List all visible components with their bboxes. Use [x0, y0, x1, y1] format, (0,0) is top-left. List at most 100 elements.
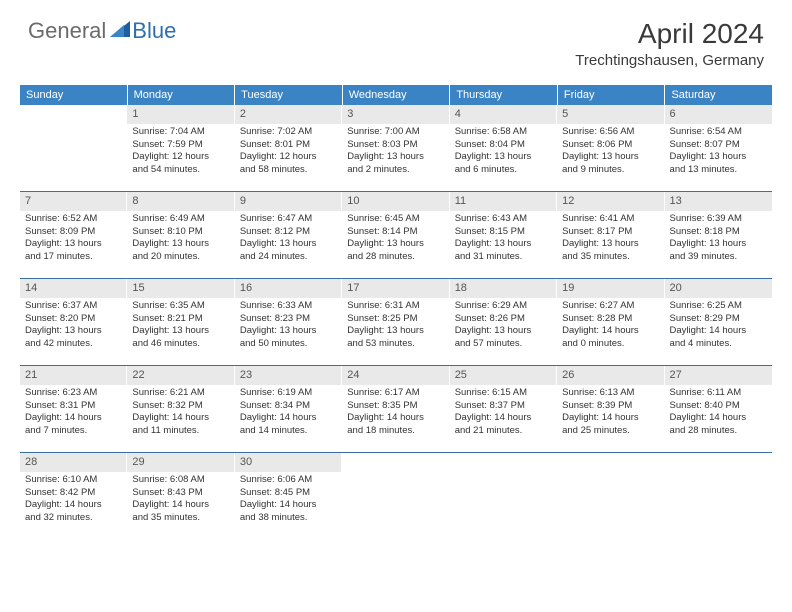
day-sunset: Sunset: 8:14 PM — [347, 226, 444, 239]
day-number: 16 — [235, 279, 342, 298]
day-daylight2: and 42 minutes. — [25, 338, 122, 351]
day-daylight2: and 31 minutes. — [455, 251, 552, 264]
day-daylight2: and 46 minutes. — [132, 338, 229, 351]
day-daylight1: Daylight: 14 hours — [670, 325, 767, 338]
day-daylight1: Daylight: 14 hours — [240, 412, 337, 425]
week-row: 7Sunrise: 6:52 AMSunset: 8:09 PMDaylight… — [20, 192, 772, 279]
day-details: Sunrise: 6:37 AMSunset: 8:20 PMDaylight:… — [20, 300, 127, 351]
day-sunrise: Sunrise: 6:45 AM — [347, 213, 444, 226]
day-sunset: Sunset: 8:10 PM — [132, 226, 229, 239]
day-cell — [665, 453, 772, 539]
day-daylight2: and 35 minutes. — [132, 512, 229, 525]
day-daylight1: Daylight: 12 hours — [240, 151, 337, 164]
day-cell: 9Sunrise: 6:47 AMSunset: 8:12 PMDaylight… — [235, 192, 342, 278]
day-cell: 1 Sunrise: 7:04 AMSunset: 7:59 PMDaylight… — [127, 105, 234, 191]
day-sunrise: Sunrise: 6:17 AM — [347, 387, 444, 400]
location: Trechtingshausen, Germany — [575, 52, 764, 69]
day-sunset: Sunset: 8:39 PM — [562, 400, 659, 413]
day-number: 18 — [450, 279, 557, 298]
weekday-header-row: SundayMondayTuesdayWednesdayThursdayFrid… — [20, 85, 772, 105]
day-cell — [450, 453, 557, 539]
day-daylight1: Daylight: 13 hours — [455, 238, 552, 251]
day-details: Sunrise: 6:23 AMSunset: 8:31 PMDaylight:… — [20, 387, 127, 438]
day-daylight2: and 53 minutes. — [347, 338, 444, 351]
week-row: 14Sunrise: 6:37 AMSunset: 8:20 PMDayligh… — [20, 279, 772, 366]
day-number: 29 — [127, 453, 234, 472]
day-sunrise: Sunrise: 6:21 AM — [132, 387, 229, 400]
day-daylight2: and 38 minutes. — [240, 512, 337, 525]
day-sunset: Sunset: 8:28 PM — [562, 313, 659, 326]
day-cell: 7Sunrise: 6:52 AMSunset: 8:09 PMDaylight… — [20, 192, 127, 278]
day-daylight2: and 4 minutes. — [670, 338, 767, 351]
day-daylight2: and 14 minutes. — [240, 425, 337, 438]
day-daylight1: Daylight: 13 hours — [347, 325, 444, 338]
day-sunrise: Sunrise: 6:08 AM — [132, 474, 229, 487]
day-daylight1: Daylight: 14 hours — [455, 412, 552, 425]
day-daylight1: Daylight: 13 hours — [240, 238, 337, 251]
day-cell: 25Sunrise: 6:15 AMSunset: 8:37 PMDayligh… — [450, 366, 557, 452]
day-cell: 15Sunrise: 6:35 AMSunset: 8:21 PMDayligh… — [127, 279, 234, 365]
day-number: 5 — [557, 105, 664, 124]
day-daylight1: Daylight: 12 hours — [132, 151, 229, 164]
day-number: 4 — [450, 105, 557, 124]
day-daylight2: and 39 minutes. — [670, 251, 767, 264]
day-cell: 3Sunrise: 7:00 AMSunset: 8:03 PMDaylight… — [342, 105, 449, 191]
day-daylight2: and 25 minutes. — [562, 425, 659, 438]
day-daylight2: and 11 minutes. — [132, 425, 229, 438]
day-details: Sunrise: 6:27 AMSunset: 8:28 PMDaylight:… — [557, 300, 664, 351]
day-details: Sunrise: 6:13 AMSunset: 8:39 PMDaylight:… — [557, 387, 664, 438]
day-cell: 19Sunrise: 6:27 AMSunset: 8:28 PMDayligh… — [557, 279, 664, 365]
day-cell: 16 Sunrise: 6:33 AMSunset: 8:23 PMDayligh… — [235, 279, 342, 365]
day-number — [342, 453, 449, 470]
day-sunset: Sunset: 8:35 PM — [347, 400, 444, 413]
day-daylight1: Daylight: 14 hours — [347, 412, 444, 425]
day-daylight2: and 28 minutes. — [347, 251, 444, 264]
day-details: Sunrise: 6:39 AMSunset: 8:18 PMDaylight:… — [665, 213, 772, 264]
day-details: Sunrise: 7:02 AMSunset: 8:01 PMDaylight:… — [235, 126, 342, 177]
day-number: 21 — [20, 366, 127, 385]
day-number: 28 — [20, 453, 127, 472]
day-daylight1: Daylight: 14 hours — [562, 325, 659, 338]
day-sunset: Sunset: 8:43 PM — [132, 487, 229, 500]
day-details: Sunrise: 7:04 AMSunset: 7:59 PMDaylight:… — [127, 126, 234, 177]
day-daylight1: Daylight: 13 hours — [455, 151, 552, 164]
day-daylight1: Daylight: 13 hours — [670, 238, 767, 251]
day-sunrise: Sunrise: 7:02 AM — [240, 126, 337, 139]
day-number: 27 — [665, 366, 772, 385]
day-number: 24 — [342, 366, 449, 385]
day-sunset: Sunset: 8:04 PM — [455, 139, 552, 152]
day-daylight2: and 35 minutes. — [562, 251, 659, 264]
day-number: 2 — [235, 105, 342, 124]
day-sunrise: Sunrise: 6:11 AM — [670, 387, 767, 400]
day-daylight2: and 32 minutes. — [25, 512, 122, 525]
day-details: Sunrise: 6:43 AMSunset: 8:15 PMDaylight:… — [450, 213, 557, 264]
day-cell: 5Sunrise: 6:56 AMSunset: 8:06 PMDaylight… — [557, 105, 664, 191]
day-sunset: Sunset: 8:18 PM — [670, 226, 767, 239]
day-number: 1 — [127, 105, 234, 124]
day-sunset: Sunset: 8:23 PM — [240, 313, 337, 326]
day-sunset: Sunset: 8:09 PM — [25, 226, 122, 239]
day-details: Sunrise: 6:47 AMSunset: 8:12 PMDaylight:… — [235, 213, 342, 264]
day-daylight2: and 6 minutes. — [455, 164, 552, 177]
day-sunset: Sunset: 8:25 PM — [347, 313, 444, 326]
logo: General Blue — [28, 18, 176, 44]
day-cell: 13Sunrise: 6:39 AMSunset: 8:18 PMDayligh… — [665, 192, 772, 278]
day-cell — [557, 453, 664, 539]
day-number — [20, 105, 127, 122]
logo-triangle-icon — [110, 21, 130, 42]
day-sunrise: Sunrise: 6:29 AM — [455, 300, 552, 313]
day-details: Sunrise: 6:15 AMSunset: 8:37 PMDaylight:… — [450, 387, 557, 438]
day-daylight1: Daylight: 13 hours — [562, 151, 659, 164]
day-sunrise: Sunrise: 6:19 AM — [240, 387, 337, 400]
day-sunrise: Sunrise: 6:41 AM — [562, 213, 659, 226]
day-daylight1: Daylight: 13 hours — [455, 325, 552, 338]
day-sunrise: Sunrise: 6:54 AM — [670, 126, 767, 139]
day-details: Sunrise: 7:00 AMSunset: 8:03 PMDaylight:… — [342, 126, 449, 177]
day-number: 8 — [127, 192, 234, 211]
day-daylight2: and 50 minutes. — [240, 338, 337, 351]
day-daylight1: Daylight: 14 hours — [132, 499, 229, 512]
day-number: 10 — [342, 192, 449, 211]
day-details: Sunrise: 6:33 AMSunset: 8:23 PMDaylight:… — [235, 300, 342, 351]
day-sunset: Sunset: 8:42 PM — [25, 487, 122, 500]
day-daylight1: Daylight: 13 hours — [132, 325, 229, 338]
